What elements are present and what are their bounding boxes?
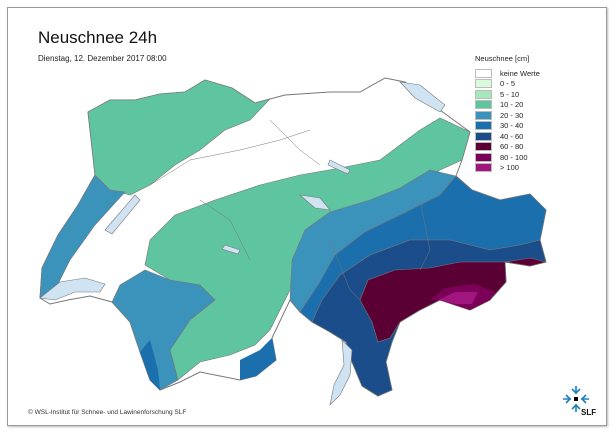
legend-swatch bbox=[475, 68, 492, 78]
legend-item: 20 - 30 bbox=[475, 110, 540, 121]
legend-swatch bbox=[475, 100, 492, 110]
legend-label: 40 - 60 bbox=[500, 131, 524, 141]
logo-text: SLF bbox=[581, 408, 597, 417]
legend-swatch bbox=[475, 131, 492, 141]
region-10-20-jura bbox=[87, 79, 271, 196]
frame-border bbox=[7, 7, 607, 426]
snowflake-logo-icon bbox=[563, 386, 589, 412]
legend-swatch bbox=[475, 89, 492, 99]
lake-constance bbox=[399, 81, 446, 113]
lake-thun bbox=[221, 244, 241, 255]
legend-swatch bbox=[475, 142, 492, 152]
legend-item: 60 - 80 bbox=[475, 142, 540, 153]
canton-borders bbox=[149, 119, 431, 301]
legend-item: 5 - 10 bbox=[475, 89, 540, 100]
copyright: © WSL-Institut für Schnee- und Lawinenfo… bbox=[28, 409, 187, 416]
region-30-40-valais bbox=[140, 338, 276, 390]
legend-label: > 100 bbox=[500, 163, 519, 173]
legend-label: keine Werte bbox=[500, 68, 540, 78]
legend-swatch bbox=[475, 152, 492, 162]
legend-item: 30 - 40 bbox=[475, 121, 540, 132]
legend-label: 10 - 20 bbox=[500, 100, 524, 110]
lake-geneva bbox=[39, 277, 106, 301]
lake-neuchatel bbox=[104, 194, 141, 235]
map-date: Dienstag, 12. Dezember 2017 08:00 bbox=[38, 54, 167, 63]
legend-label: 30 - 40 bbox=[500, 121, 524, 131]
legend-item: 80 - 100 bbox=[475, 152, 540, 163]
legend-swatch bbox=[475, 163, 492, 173]
legend-title: Neuschnee [cm] bbox=[475, 54, 530, 63]
slf-logo: SLF bbox=[561, 384, 597, 420]
region-20-30-west bbox=[39, 174, 126, 299]
legend-label: 20 - 30 bbox=[500, 110, 524, 120]
legend-swatch bbox=[475, 121, 492, 131]
legend-item: > 100 bbox=[475, 163, 540, 174]
legend-swatch bbox=[475, 79, 492, 89]
legend-label: 5 - 10 bbox=[500, 89, 520, 99]
legend-item: 40 - 60 bbox=[475, 131, 540, 142]
legend-item: 0 - 5 bbox=[475, 79, 540, 90]
lakes bbox=[39, 81, 446, 406]
region-over-100 bbox=[438, 292, 478, 304]
lake-maggiore bbox=[329, 339, 353, 406]
lake-zurich bbox=[327, 159, 351, 175]
legend-label: 80 - 100 bbox=[500, 152, 528, 162]
legend-label: 60 - 80 bbox=[500, 142, 524, 152]
lake-lucerne bbox=[299, 194, 331, 211]
legend-item: 10 - 20 bbox=[475, 100, 540, 111]
map-title: Neuschnee 24h bbox=[38, 28, 158, 47]
legend-swatch bbox=[475, 110, 492, 120]
legend-label: 0 - 5 bbox=[500, 79, 516, 89]
legend-item: keine Werte bbox=[475, 68, 540, 79]
